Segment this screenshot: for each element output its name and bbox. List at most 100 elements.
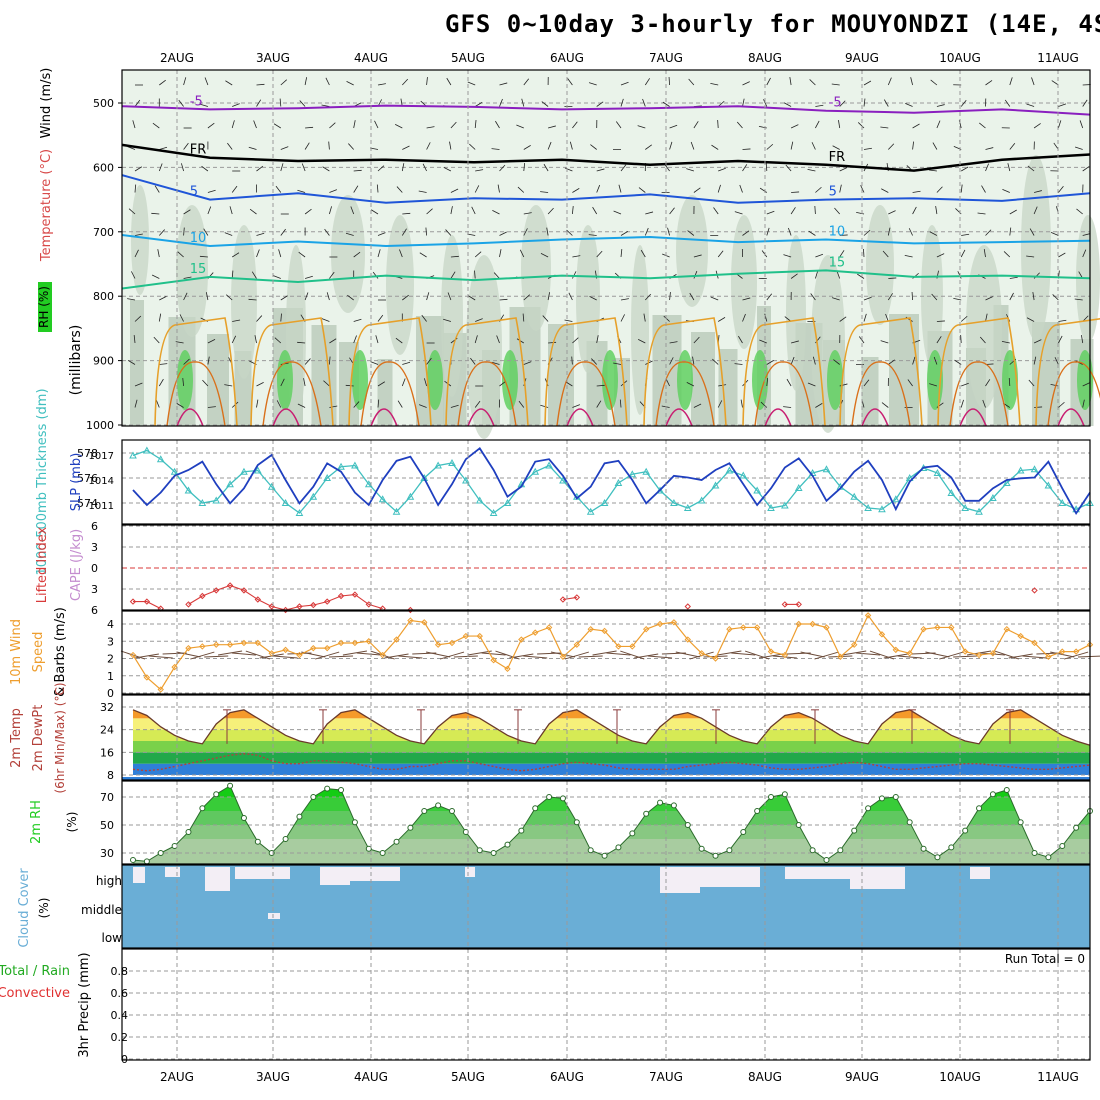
wind-barb: [596, 335, 599, 344]
wind-barb: [422, 163, 427, 172]
wind-barb: [960, 334, 962, 344]
hot-contour: [176, 408, 204, 427]
wind-barb: [450, 206, 453, 215]
wind-barb: [280, 146, 289, 150]
wind-barb: [418, 404, 427, 408]
wind-barb: [424, 378, 427, 387]
wind-speed-point: [157, 686, 164, 693]
wind-barb-10m: [176, 651, 201, 658]
wind-barb: [936, 320, 945, 322]
wind-barb: [935, 206, 938, 215]
wind-barb-10m: [356, 652, 381, 656]
rh-moist-cell: [352, 350, 368, 410]
wind-barb: [569, 141, 573, 150]
rh2m-point: [1003, 787, 1010, 793]
thickness-point: [753, 486, 761, 494]
wind-barb: [1050, 383, 1059, 387]
wind-barb: [470, 357, 476, 365]
rh-moist-cell: [677, 350, 693, 410]
wind-barb: [474, 251, 482, 258]
wind-barb-10m: [384, 653, 409, 659]
wind-barb: [131, 271, 136, 279]
precip-tick: 0.6: [111, 987, 129, 1000]
rh-blob: [786, 235, 806, 391]
wind-barb: [229, 206, 233, 215]
thickness-point: [850, 492, 859, 500]
isotherm-line: [121, 234, 1091, 248]
lifted-line: [562, 596, 577, 601]
wind-barb: [183, 209, 191, 215]
wind-barb: [301, 163, 306, 172]
slp-frame: [121, 439, 1091, 525]
wind-speed-point: [656, 620, 664, 628]
wind-barb: [497, 184, 500, 193]
wind-barb-10m: [453, 655, 478, 658]
wind-barb: [132, 120, 136, 129]
wind-speed-point: [448, 639, 456, 647]
wind-barb: [280, 79, 288, 86]
rh-moist-cell: [602, 350, 618, 410]
rh2m-point: [310, 794, 317, 800]
precip-convective-label: Convective: [0, 986, 70, 1001]
thickness-point: [475, 496, 484, 504]
thickness-point: [600, 498, 609, 506]
chart-title: GFS 0~10day 3-hourly for MOUYONDZI (14E,…: [445, 10, 1100, 38]
wind-barb: [426, 208, 433, 215]
wind-barb: [596, 101, 604, 107]
wind-barb-10m: [204, 655, 229, 658]
wind-barb: [742, 81, 750, 86]
wind-tick: 0: [107, 687, 114, 700]
lifted-point: [1031, 587, 1038, 594]
cloud-clear-patch: [165, 867, 180, 877]
wind-barb: [280, 163, 284, 172]
thickness-point: [198, 498, 207, 506]
wind-barb: [248, 298, 257, 301]
thickness-point: [864, 503, 872, 511]
rh2m-point: [684, 822, 691, 828]
wind-barb: [669, 141, 673, 150]
date-label-top: 4AUG: [354, 51, 388, 65]
wind-barb: [159, 363, 168, 365]
wind-speed-label: Speed: [31, 632, 46, 673]
wind-barb: [496, 335, 500, 344]
wind-barb: [346, 81, 354, 86]
wind-barb: [596, 400, 602, 408]
wind-barb: [1082, 166, 1090, 172]
precip-axis-label: 3hr Precip (mm): [77, 952, 92, 1057]
date-label-bottom: 11AUG: [1037, 1070, 1079, 1084]
wind-barb: [589, 296, 597, 301]
cloud-clear-patch: [785, 867, 850, 879]
temp-tick: 32: [100, 701, 114, 714]
thickness-point: [337, 462, 345, 470]
wind-barb: [960, 399, 964, 408]
wind-barb: [474, 400, 481, 408]
date-label-bottom: 10AUG: [939, 1070, 981, 1084]
wind-barb: [665, 378, 670, 387]
wind-barb: [297, 341, 306, 344]
wind-barb: [669, 341, 678, 344]
lifted-point: [573, 594, 581, 601]
wind-barb: [328, 141, 330, 150]
wind-barb: [887, 77, 892, 86]
wind-barb-10m: [856, 652, 881, 656]
wind-barb-10m: [620, 650, 645, 660]
wind-speed-point: [351, 639, 359, 647]
wind-speed-point: [726, 625, 733, 633]
wind-barb: [766, 143, 774, 150]
wind-barb-10m: [467, 650, 492, 656]
rh-moist-cell: [827, 350, 843, 410]
wind-barb: [151, 212, 160, 215]
wind-barb: [863, 98, 866, 107]
wind-barb: [499, 164, 506, 172]
warm-contour: [1035, 318, 1100, 427]
wind-barb: [644, 227, 649, 236]
wind-barb: [350, 206, 355, 215]
wind-barb: [807, 382, 816, 387]
wind-barb: [712, 358, 719, 365]
wind-barb: [278, 249, 282, 258]
wind-barb: [815, 186, 822, 193]
date-label-top: 8AUG: [748, 51, 782, 65]
wind-speed-point: [462, 632, 470, 640]
rh2m-point: [962, 827, 969, 834]
